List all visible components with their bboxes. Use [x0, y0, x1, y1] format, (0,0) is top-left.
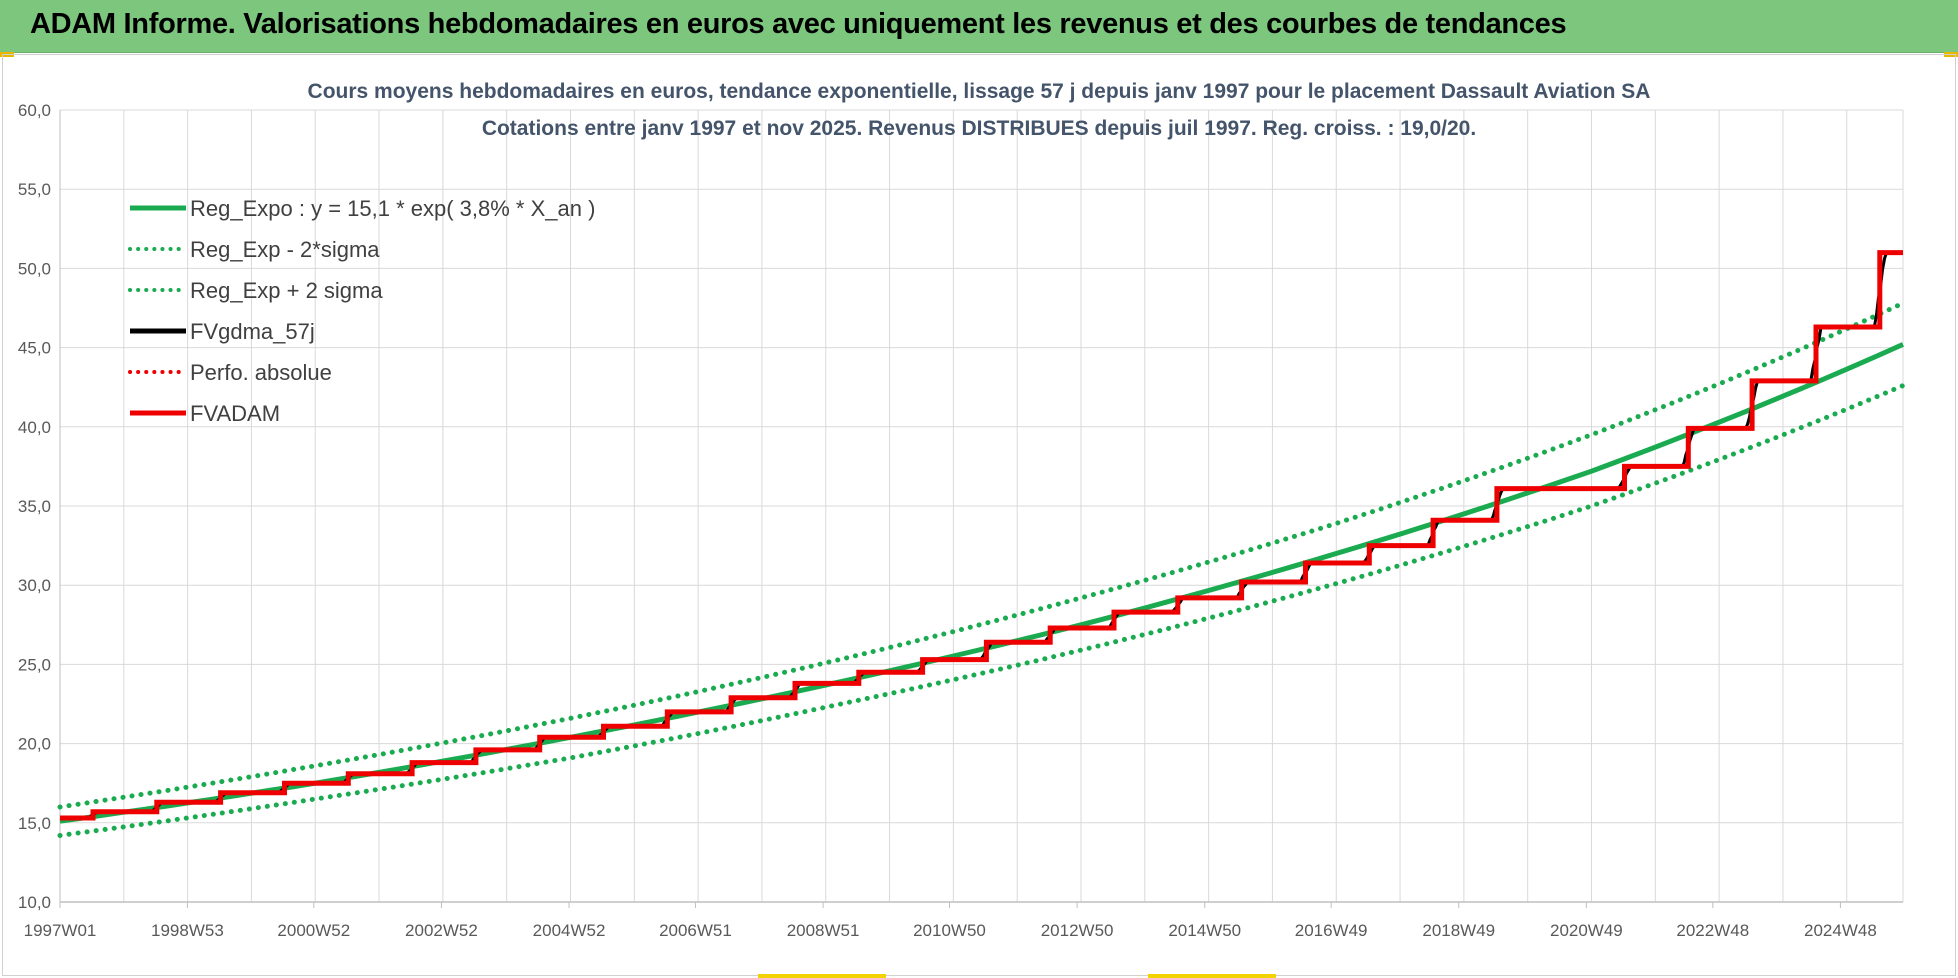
bottom-marker — [1148, 974, 1276, 978]
y-tick-label: 25,0 — [18, 655, 51, 674]
y-tick-label: 35,0 — [18, 497, 51, 516]
chart-title: Cours moyens hebdomadaires en euros, ten… — [308, 80, 1651, 140]
y-tick-label: 50,0 — [18, 259, 51, 278]
chart-title-line-2: Cotations entre janv 1997 et nov 2025. R… — [482, 117, 1476, 140]
y-tick-label: 45,0 — [18, 339, 51, 358]
bottom-marker — [758, 974, 886, 978]
x-tick-label: 2004W52 — [533, 921, 606, 940]
x-tick-label: 2022W48 — [1676, 921, 1749, 940]
series-fvgdma-57j — [60, 251, 1903, 820]
x-tick-label: 1998W53 — [151, 921, 224, 940]
series-reg-expo — [59, 342, 1905, 824]
report-header: ADAM Informe. Valorisations hebdomadaire… — [0, 0, 1958, 53]
report-title: ADAM Informe. Valorisations hebdomadaire… — [30, 8, 1567, 40]
series-reg-minus-2sigma — [57, 383, 1906, 838]
legend-label: Reg_Exp - 2*sigma — [190, 237, 380, 262]
x-tick-label: 2014W50 — [1168, 921, 1241, 940]
legend-label: FVgdma_57j — [190, 319, 315, 344]
x-tick-label: 2008W51 — [787, 921, 860, 940]
legend-label: Reg_Expo : y = 15,1 * exp( 3,8% * X_an ) — [190, 196, 595, 221]
x-tick-label: 2000W52 — [277, 921, 350, 940]
legend-label: FVADAM — [190, 401, 280, 426]
x-tick-label: 1997W01 — [24, 921, 97, 940]
legend-label: Reg_Exp + 2 sigma — [190, 278, 383, 303]
x-tick-label: 2018W49 — [1422, 921, 1495, 940]
x-tick-label: 2002W52 — [405, 921, 478, 940]
y-tick-label: 15,0 — [18, 814, 51, 833]
x-tick-label: 2020W49 — [1550, 921, 1623, 940]
y-tick-label: 30,0 — [18, 576, 51, 595]
grid — [59, 109, 1904, 903]
legend-label: Perfo. absolue — [190, 360, 332, 385]
x-tick-label: 2012W50 — [1041, 921, 1114, 940]
y-tick-label: 10,0 — [18, 893, 51, 912]
legend: Reg_Expo : y = 15,1 * exp( 3,8% * X_an )… — [128, 196, 595, 426]
y-tick-label: 20,0 — [18, 735, 51, 754]
series-reg-plus-2sigma — [57, 300, 1906, 810]
x-tick-label: 2024W48 — [1804, 921, 1877, 940]
chart-title-line-1: Cours moyens hebdomadaires en euros, ten… — [308, 80, 1651, 103]
series-fvadam — [60, 250, 1903, 821]
y-tick-label: 55,0 — [18, 180, 51, 199]
series — [57, 250, 1906, 838]
x-tick-label: 2016W49 — [1295, 921, 1368, 940]
y-tick-label: 60,0 — [18, 101, 51, 120]
x-tick-label: 2010W50 — [913, 921, 986, 940]
axes: 10,0 15,0 20,0 25,0 30,0 35,0 40,0 45,0 50,0 55,0… — [18, 101, 1877, 940]
y-tick-label: 40,0 — [18, 418, 51, 437]
chart-frame — [2, 54, 1956, 976]
x-tick-label: 2006W51 — [659, 921, 732, 940]
